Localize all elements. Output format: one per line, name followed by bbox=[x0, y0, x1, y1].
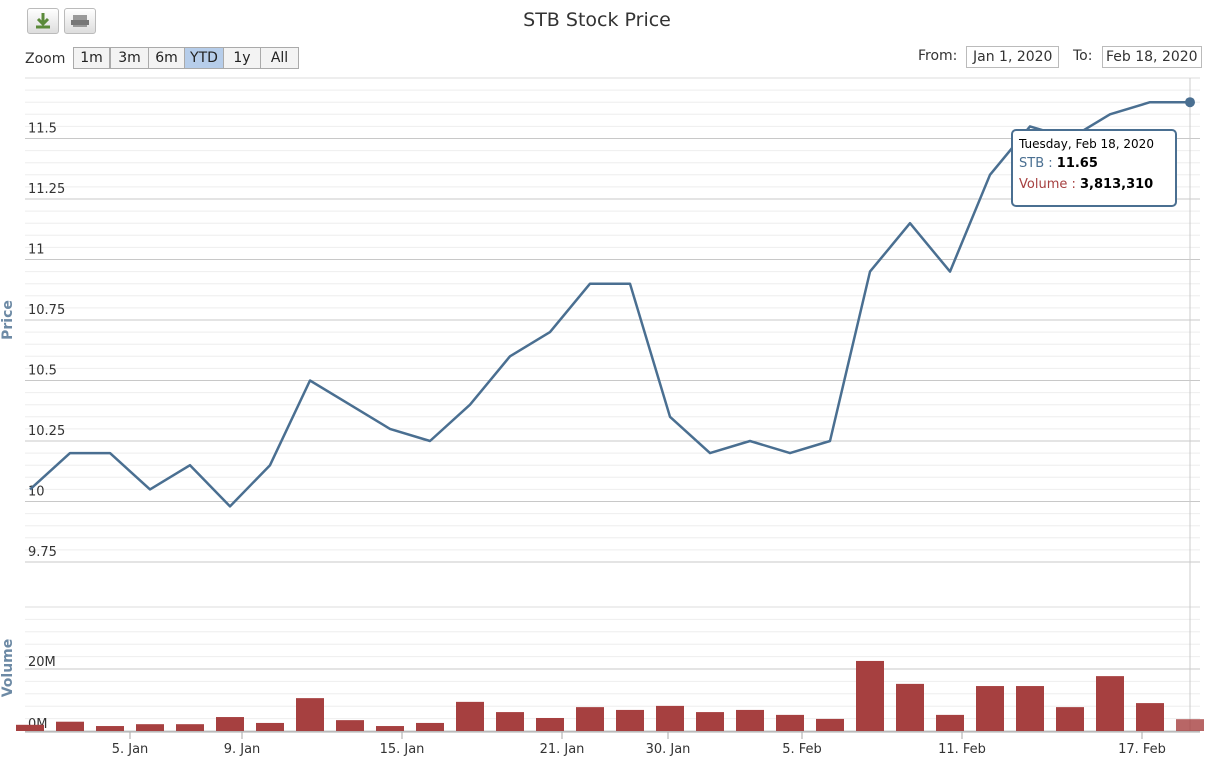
zoom-label: Zoom bbox=[25, 51, 66, 67]
x-tick-label: 9. Jan bbox=[224, 742, 261, 757]
volume-bar bbox=[936, 714, 964, 731]
volume-bar bbox=[696, 712, 724, 731]
x-tick-label: 30. Jan bbox=[646, 742, 691, 757]
range-button[interactable]: 1y bbox=[223, 47, 261, 69]
volume-bar bbox=[536, 717, 564, 731]
volume-bar bbox=[1136, 703, 1164, 731]
x-tick-label: 21. Jan bbox=[540, 742, 585, 757]
y-tick-label: 9.75 bbox=[28, 545, 57, 560]
x-tick-label: 15. Jan bbox=[380, 742, 425, 757]
range-button[interactable]: YTD bbox=[184, 47, 224, 69]
x-tick-label: 17. Feb bbox=[1118, 742, 1166, 757]
volume-bar bbox=[456, 701, 484, 731]
from-input[interactable]: Jan 1, 2020 bbox=[966, 46, 1060, 68]
y-tick-label: 11 bbox=[28, 243, 45, 258]
x-tick-label: 11. Feb bbox=[938, 742, 986, 757]
y2-axis-title: Volume bbox=[0, 639, 16, 698]
y2-tick-label: 20M bbox=[28, 655, 56, 670]
volume-bar bbox=[216, 717, 244, 731]
range-button[interactable]: 6m bbox=[148, 47, 185, 69]
volume-bar bbox=[1056, 707, 1084, 731]
volume-bar bbox=[776, 714, 804, 731]
tooltip-value: 11.65 bbox=[1056, 156, 1098, 171]
volume-bar bbox=[976, 686, 1004, 731]
tooltip-row: STB : 11.65 bbox=[1019, 156, 1098, 171]
volume-bar bbox=[896, 683, 924, 731]
tooltip-value: 3,813,310 bbox=[1080, 177, 1154, 192]
y-tick-label: 11.25 bbox=[28, 182, 65, 197]
hover-point bbox=[1185, 97, 1195, 108]
range-button[interactable]: All bbox=[260, 47, 299, 69]
volume-bar bbox=[856, 660, 884, 731]
volume-bar bbox=[616, 709, 644, 731]
y-tick-label: 11.5 bbox=[28, 122, 57, 137]
download-button[interactable] bbox=[27, 8, 59, 34]
from-label: From: bbox=[918, 48, 958, 64]
volume-bar bbox=[496, 712, 524, 731]
y-axis-title: Price bbox=[0, 300, 16, 340]
range-button[interactable]: 3m bbox=[110, 47, 149, 69]
volume-bar bbox=[256, 722, 284, 731]
volume-bar bbox=[296, 698, 324, 731]
to-input[interactable]: Feb 18, 2020 bbox=[1102, 46, 1202, 68]
volume-bar bbox=[416, 722, 444, 731]
y-tick-label: 10.5 bbox=[28, 364, 57, 379]
print-button[interactable] bbox=[64, 8, 96, 34]
chart-title: STB Stock Price bbox=[523, 9, 671, 31]
tooltip-header: Tuesday, Feb 18, 2020 bbox=[1019, 137, 1154, 151]
volume-bar bbox=[376, 726, 404, 731]
to-label: To: bbox=[1073, 48, 1093, 64]
volume-bar bbox=[1016, 686, 1044, 731]
volume-bar bbox=[336, 720, 364, 731]
volume-bar bbox=[1096, 676, 1124, 731]
tooltip-row: Volume : 3,813,310 bbox=[1019, 177, 1154, 192]
tooltip-name: STB bbox=[1019, 156, 1045, 171]
volume-bar bbox=[96, 726, 124, 731]
volume-bar bbox=[576, 707, 604, 731]
y-tick-label: 10 bbox=[28, 485, 45, 500]
x-tick-label: 5. Feb bbox=[782, 742, 822, 757]
volume-bar bbox=[736, 709, 764, 731]
volume-bar bbox=[176, 724, 204, 731]
volume-bar bbox=[16, 724, 44, 731]
y-tick-label: 10.75 bbox=[28, 303, 65, 318]
price-line bbox=[29, 100, 1190, 508]
y-tick-label: 10.25 bbox=[28, 424, 65, 439]
volume-bar bbox=[816, 718, 844, 731]
volume-bar bbox=[656, 705, 684, 731]
tooltip: Tuesday, Feb 18, 2020 STB : 11.65 Volume… bbox=[1011, 129, 1177, 207]
tooltip-name: Volume bbox=[1019, 177, 1068, 192]
volume-bar bbox=[136, 724, 164, 731]
x-tick-label: 5. Jan bbox=[112, 742, 149, 757]
volume-bar bbox=[56, 721, 84, 731]
volume-bar bbox=[1176, 719, 1204, 731]
range-button[interactable]: 1m bbox=[73, 47, 110, 69]
